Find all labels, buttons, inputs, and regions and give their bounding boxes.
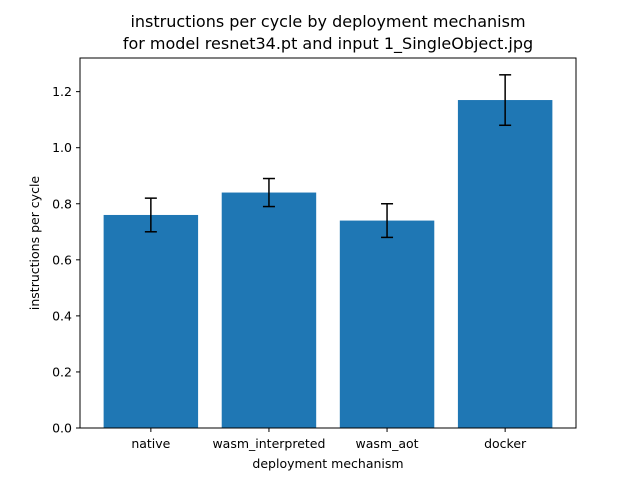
error-bar-wasm_interpreted <box>262 177 275 208</box>
y-tick-label: 0.0 <box>52 421 72 436</box>
x-tick-label-wasm_interpreted: wasm_interpreted <box>212 436 325 451</box>
plot-frame <box>79 57 577 429</box>
x-axis-ticks: native wasm_interpreted wasm_aot docker <box>131 428 527 451</box>
error-bar-native <box>144 197 157 233</box>
error-bars-group <box>144 74 512 239</box>
y-axis-label: instructions per cycle <box>27 176 42 311</box>
bars-group <box>103 100 553 428</box>
bar-wasm_aot <box>339 220 435 428</box>
x-tick-label-native: native <box>131 436 170 451</box>
y-tick-label: 1.2 <box>52 84 72 99</box>
y-axis-ticks: 0.0 0.2 0.4 0.6 0.8 1.0 1.2 <box>52 84 80 436</box>
bar-native <box>103 214 199 428</box>
bar-wasm_interpreted <box>221 192 317 428</box>
bar-docker <box>457 100 553 428</box>
chart-title-line-1: instructions per cycle by deployment mec… <box>130 12 525 31</box>
y-tick-label: 0.2 <box>52 364 72 379</box>
error-bar-docker <box>499 74 512 127</box>
x-axis-label: deployment mechanism <box>252 456 403 471</box>
y-tick-label: 0.4 <box>52 308 72 323</box>
x-tick-label-wasm_aot: wasm_aot <box>356 436 419 451</box>
y-tick-label: 1.0 <box>52 140 72 155</box>
y-tick-label: 0.8 <box>52 196 72 211</box>
chart-title-line-2: for model resnet34.pt and input 1_Single… <box>123 34 533 54</box>
error-bar-wasm_aot <box>381 203 394 239</box>
x-tick-label-docker: docker <box>484 436 527 451</box>
y-tick-label: 0.6 <box>52 252 72 267</box>
